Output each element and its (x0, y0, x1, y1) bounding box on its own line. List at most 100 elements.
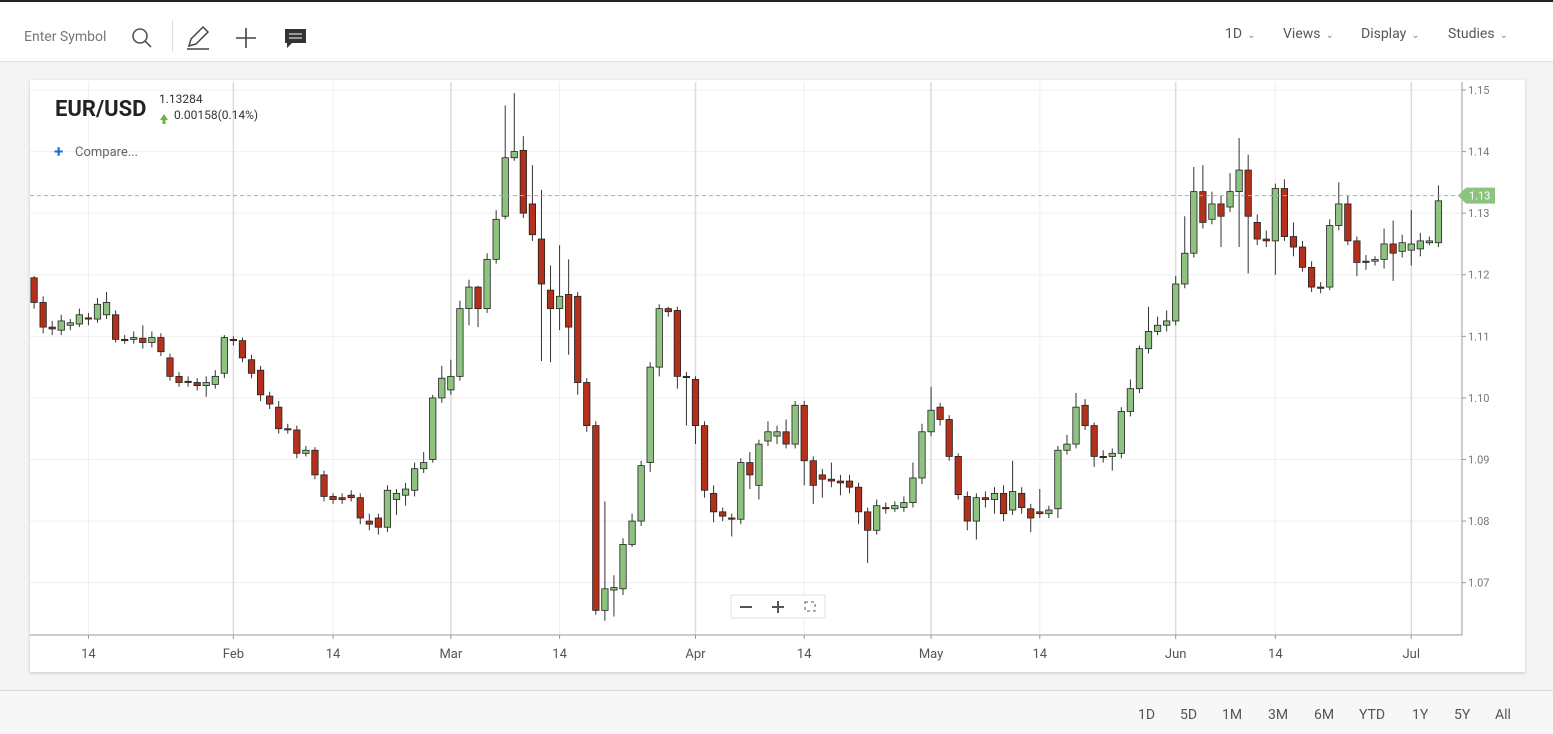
range-button[interactable]: All (1495, 707, 1511, 723)
candle-body (1326, 225, 1334, 288)
candle-body (719, 511, 727, 517)
candle-body (728, 517, 736, 520)
candle-body (411, 468, 419, 491)
candle-body (1217, 203, 1225, 217)
candle-body (157, 337, 165, 353)
candle-body (130, 337, 138, 340)
range-button[interactable]: 1Y (1412, 707, 1429, 723)
candle-body (139, 337, 147, 343)
studies-menu[interactable]: Studies ⌄ (1448, 26, 1508, 42)
display-menu[interactable]: Display ⌄ (1361, 26, 1420, 42)
candle-body (465, 286, 473, 310)
candle-body (102, 302, 111, 316)
compare-link[interactable]: Compare... (75, 145, 138, 160)
candle-body (700, 425, 709, 491)
candle-body (773, 431, 781, 437)
candle-body (528, 203, 537, 236)
x-tick-label: 14 (1268, 647, 1283, 662)
candle-body (510, 151, 518, 159)
last-price: 1.13284 (159, 92, 203, 106)
candle-body (1226, 191, 1234, 208)
candle-body (202, 382, 210, 386)
candle-body (990, 492, 999, 500)
draw-icon[interactable] (185, 24, 211, 50)
candle-body (365, 520, 373, 525)
candle-body (646, 366, 654, 463)
candle-body (39, 302, 47, 328)
views-menu[interactable]: Views ⌄ (1283, 26, 1334, 42)
candle-body (1244, 169, 1252, 217)
x-tick-label: Feb (223, 647, 244, 662)
candle-body (30, 277, 38, 303)
candle-body (1344, 203, 1352, 242)
candle-body (592, 425, 600, 611)
candle-body (1144, 331, 1153, 350)
symbol-title: EUR/USD (55, 97, 146, 122)
candle-body (383, 489, 392, 528)
candle-body (247, 359, 256, 374)
candle-body (1235, 169, 1243, 193)
candle-body (284, 428, 292, 431)
candle-body (782, 431, 790, 445)
candle-body (1099, 456, 1107, 459)
candle-body (256, 369, 265, 396)
y-tick-label: 1.08 (1468, 515, 1489, 528)
x-tick-label: Apr (685, 647, 706, 662)
add-icon[interactable] (234, 26, 258, 50)
interval-menu[interactable]: 1D ⌄ (1225, 26, 1255, 42)
candle-body (1117, 411, 1125, 454)
candle-body (1425, 240, 1433, 244)
candle-body (1172, 283, 1180, 322)
candle-body (555, 295, 564, 310)
candle-body (1081, 404, 1089, 427)
range-button[interactable]: YTD (1359, 707, 1386, 723)
y-tick-label: 1.10 (1468, 392, 1489, 405)
caret: ⌄ (1499, 30, 1508, 41)
range-button[interactable]: 1D (1138, 707, 1156, 723)
candle-body (75, 314, 83, 325)
candle-body (1072, 406, 1080, 445)
separator (172, 20, 173, 52)
candle-body (546, 289, 555, 310)
price-change: 0.00158(0.14%) (174, 108, 258, 122)
chart: EUR/USD 1.13284 0.00158(0.14%) + Compare… (30, 82, 1495, 662)
candle-body (193, 382, 201, 386)
range-button[interactable]: 5Y (1454, 707, 1471, 723)
candle-body (619, 544, 627, 590)
candle-body (420, 462, 428, 470)
candle-body (338, 497, 346, 500)
candle-body (293, 429, 301, 454)
symbol-input[interactable]: Enter Symbol (24, 22, 174, 52)
candle-body (57, 320, 65, 331)
search-icon[interactable] (130, 26, 154, 50)
x-tick-label: 14 (797, 647, 812, 662)
range-bar: 1D 5D 1M 3M 6M YTD 1Y 5Y All (0, 690, 1553, 734)
candle-body (429, 397, 437, 460)
range-button[interactable]: 1M (1222, 707, 1243, 723)
fullscreen[interactable] (804, 601, 816, 612)
candle-body (1054, 449, 1062, 510)
candle-body (755, 443, 763, 486)
candle-body (148, 337, 156, 343)
comment-icon[interactable] (284, 28, 308, 50)
caret: ⌄ (1247, 30, 1256, 41)
candles (30, 93, 1443, 621)
candle-body (175, 375, 183, 383)
candle-body (864, 511, 872, 531)
candle-body (746, 462, 754, 476)
candle-body (574, 295, 582, 383)
x-tick-label: 14 (326, 647, 341, 662)
candle-body (845, 480, 854, 488)
menu-label: Studies (1448, 26, 1495, 42)
range-button[interactable]: 6M (1314, 707, 1335, 723)
range-button[interactable]: 3M (1268, 707, 1289, 723)
compare-plus[interactable]: + (54, 142, 63, 162)
candle-body (329, 496, 337, 500)
candle-body (1018, 492, 1026, 508)
candle-body (691, 379, 700, 427)
candle-body (1181, 252, 1189, 285)
menu-label: 1D (1225, 26, 1243, 42)
candle-body (238, 340, 247, 359)
range-button[interactable]: 5D (1180, 707, 1198, 723)
price-tag-label: 1.13 (1469, 190, 1490, 203)
